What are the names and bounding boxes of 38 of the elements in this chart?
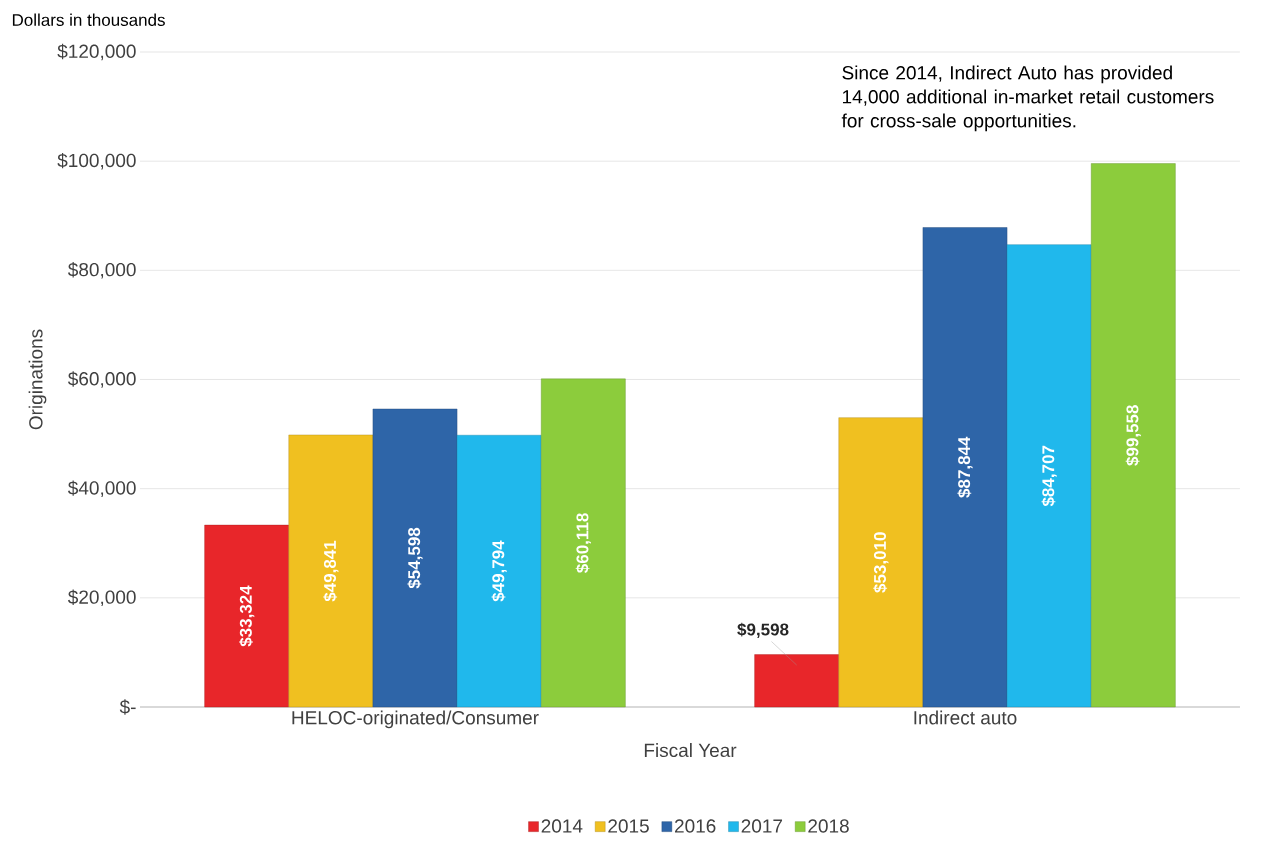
bar (288, 434, 374, 708)
data-label: $54,598 (407, 527, 423, 589)
y-tick-label: $- (119, 699, 136, 715)
legend-label: 2016 (675, 819, 716, 833)
legend-label: 2015 (608, 819, 649, 833)
bar (456, 435, 542, 708)
bar (754, 654, 839, 708)
x-axis-title: Fiscal Year (644, 743, 737, 758)
legend-label: 2014 (541, 819, 583, 833)
y-tick-label: $40,000 (67, 480, 136, 497)
y-tick-label: $100,000 (57, 152, 136, 170)
bar (204, 524, 289, 708)
data-label: $60,118 (575, 513, 591, 573)
legend-label: 2018 (808, 819, 849, 833)
x-tick-label: HELOC-originated/Consumer (292, 710, 539, 729)
bar (838, 417, 924, 708)
y-tick-label: $20,000 (67, 589, 136, 607)
data-label: $84,707 (1041, 445, 1057, 507)
x-tick-label: Indirect auto (914, 710, 1017, 725)
data-label: $49,841 (323, 540, 339, 602)
y-tick-label: $120,000 (57, 43, 136, 61)
y-tick-label: $60,000 (67, 371, 136, 388)
bar (1006, 244, 1092, 708)
annotation: Since 2014, Indirect Auto has provided 14,000 additional in-market retail customers for cross-sale opportunities. (841, 65, 1214, 132)
bar (372, 408, 458, 708)
data-label: $53,010 (873, 532, 889, 593)
bar (922, 227, 1008, 708)
y-axis-title: Originations (28, 329, 47, 430)
text: Dollars in thousands (12, 13, 165, 27)
data-label: $49,794 (491, 540, 507, 602)
bar (541, 378, 626, 708)
y-tick-label: $80,000 (67, 262, 136, 279)
data-label: $33,324 (239, 585, 255, 647)
data-label: $9,598 (737, 622, 789, 638)
data-label: $87,844 (957, 436, 973, 498)
data-label: $99,558 (1125, 405, 1141, 466)
legend-label: 2017 (741, 819, 783, 833)
bar (1091, 163, 1176, 708)
